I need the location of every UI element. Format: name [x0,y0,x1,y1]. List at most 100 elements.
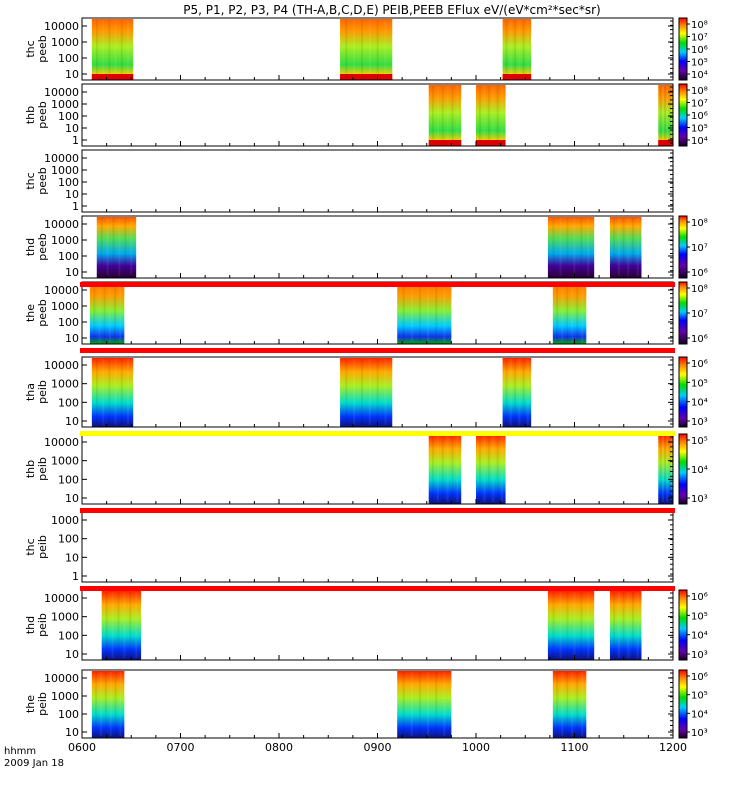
y-axis-label: peeb [36,35,49,63]
y-tick-label: 100 [58,708,79,721]
spectrogram-streak [130,218,133,276]
colorbar-tick-label: 10⁷ [691,243,708,254]
y-axis-label: the [24,695,37,713]
spectrogram-streak [402,672,405,736]
spectrogram-streak [514,20,517,78]
y-axis-label: peeb [36,299,49,327]
colorbar-tick-label: 10⁴ [691,70,708,81]
spectrogram-streak [501,436,504,502]
spectrogram-streak [670,436,673,502]
colorbar-tick-label: 10⁶ [691,111,708,122]
colorbar-tick-label: 10⁶ [691,592,708,603]
spectrogram-block [658,85,673,146]
spectrogram-streak [441,86,444,144]
spectrogram-block [101,591,142,660]
spectrogram-streak [487,436,490,502]
y-axis-label: thb [24,106,37,124]
spectrogram-streak [622,592,625,658]
colorbar [678,669,688,739]
spectrogram-streak [106,218,109,276]
spectrogram-streak [505,359,508,425]
colorbar-tick-label: 10⁷ [691,99,708,110]
spectrogram-streak [446,86,449,144]
spectrogram-block [609,591,642,660]
spectrogram-streak [103,284,106,342]
y-tick-label: 1 [72,134,79,147]
spectrogram-block [428,85,462,146]
y-tick-label: 10000 [44,20,79,33]
y-tick-label: 1000 [51,455,79,468]
spectrogram-streak [613,218,616,276]
spectrogram-streak [483,86,486,144]
spectrogram-streak [576,672,579,736]
spectrogram-streak [127,359,130,425]
y-axis-label: tha [24,383,37,401]
spectrogram-block [476,85,506,146]
y-tick-label: 100 [58,629,79,642]
spectrogram-streak [559,592,562,658]
spectrogram-streak [431,436,434,502]
spectrogram-streak [571,284,574,342]
spectrogram-streak [492,436,495,502]
spectrogram-streak [435,672,438,736]
spectrogram-streak [117,592,120,658]
spectrogram-streak [443,672,446,736]
spectrogram-streak [566,592,569,658]
spectrogram-streak [119,284,122,342]
spectrogram-streak [505,20,508,78]
y-axis-label: thd [24,238,37,256]
spectrogram-streak [127,20,130,78]
spectrogram-block [91,19,134,80]
spectrogram-block [609,217,642,278]
spectrogram-streak [95,20,98,78]
y-axis-label: the [24,304,37,322]
y-tick-label: 1 [72,200,79,213]
spectrogram-streak [345,359,348,425]
spectrogram-streak [345,20,348,78]
spectrogram-streak [95,672,98,736]
spectrogram-streak [487,86,490,144]
spectrogram-low-energy-band [658,140,673,146]
spectrogram-streak [514,359,517,425]
spectrogram-streak [384,20,387,78]
spectrogram-streak [95,359,98,425]
y-tick-label: 1000 [51,234,79,247]
y-tick-label: 10 [65,726,79,739]
y-tick-label: 10000 [44,436,79,449]
spectrogram-streak [617,592,620,658]
x-axis-corner-label: hhmm [4,746,36,757]
spectrogram-streak [118,218,121,276]
y-tick-label: 10000 [44,218,79,231]
x-tick-label: 0800 [265,741,293,754]
spectrogram-streak [613,592,616,658]
x-tick-label: 1200 [659,741,687,754]
spectrogram-low-energy-band [502,74,532,80]
y-axis-label: thd [24,616,37,634]
panel-frame [81,433,674,505]
colorbar-tick-label: 10⁴ [691,398,708,409]
colorbar-tick-label: 10⁴ [691,136,708,147]
y-axis-label: peib [36,692,49,716]
panel-frame [81,83,674,147]
spectrogram-streak [552,218,555,276]
colorbar-tick-label: 10⁸ [691,20,708,31]
y-tick-label: 10 [65,492,79,505]
y-axis-label: peeb [36,101,49,129]
x-tick-label: 0700 [167,741,195,754]
y-tick-label: 10 [65,415,79,428]
panel-frame [81,149,674,213]
separator-bar [80,282,675,287]
spectrogram-streak [522,359,525,425]
spectrogram-streak [102,20,105,78]
y-tick-label: 1000 [51,514,79,527]
y-axis-label: peib [36,457,49,481]
panel-7: 10 100 1000 10000 thb peib 10³ 10⁴ 10⁵ [24,433,708,505]
spectrogram-streak [496,86,499,144]
spectrogram-streak [666,436,669,502]
spectrogram-streak [93,284,96,342]
spectrogram-streak [632,592,635,658]
spectrogram-streak [105,592,108,658]
spectrogram-streak [376,359,379,425]
spectrogram-block [91,671,125,738]
